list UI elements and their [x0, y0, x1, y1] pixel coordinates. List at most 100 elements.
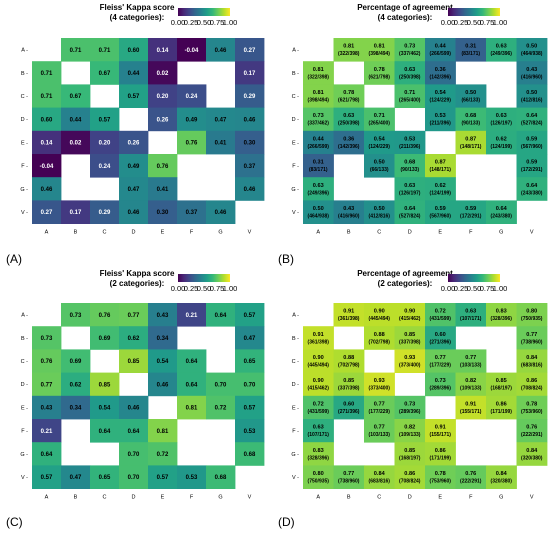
- panel-b-cell-value: 0.64: [526, 113, 538, 119]
- panel-c-cell: [177, 465, 207, 489]
- panel-b-cell-count: (621/798): [338, 98, 360, 104]
- panel-a-cell-value: 0.24: [99, 164, 111, 170]
- panel-d-cell: [486, 303, 517, 327]
- panel-d-cell-value: 0.91: [465, 401, 476, 407]
- panel-a-cell: [177, 107, 207, 132]
- panel-d-cell: [303, 326, 334, 350]
- panel-c-cell-value: 0.73: [70, 313, 82, 319]
- panel-b-cell: [303, 107, 334, 132]
- panel-b-cell: [394, 84, 426, 108]
- panel-c-cell-value: 0.57: [244, 313, 256, 319]
- panel-d-cell: [394, 303, 426, 327]
- panel-b-cell-value: 0.63: [404, 67, 415, 73]
- panel-b-cell-count: (416/960): [338, 214, 360, 220]
- panel-b-cell-count: (211/396): [399, 144, 420, 150]
- panel-a-cell: [177, 200, 207, 224]
- panel-d-cell-value: 0.85: [496, 378, 507, 384]
- panel-d-cell-value: 0.83: [313, 448, 324, 454]
- panel-a-cell-value: 0.37: [186, 210, 198, 216]
- panel-a-cell: [235, 130, 265, 155]
- panel-d-cell: [364, 303, 395, 327]
- panel-b-row-label: F -: [292, 164, 299, 170]
- panel-d-cell-count: (222/291): [521, 432, 543, 438]
- panel-d-cell: [303, 349, 334, 373]
- panel-b-title: Percentage of agreement: [357, 3, 453, 12]
- panel-a-cell: [61, 38, 91, 62]
- panel-d-colorbar-tick: 0.25: [454, 284, 469, 293]
- panel-a-row-label: A -: [21, 48, 28, 54]
- panel-c-cell-value: 0.21: [41, 429, 53, 435]
- panel-a-cell: [148, 38, 178, 62]
- panel-d-cell-value: 0.73: [404, 401, 415, 407]
- panel-d-cell-count: (337/398): [399, 339, 421, 345]
- panel-c-row-label: F -: [21, 429, 28, 435]
- panel-d-cell-count: (702/798): [369, 339, 391, 345]
- panel-c-cell-value: 0.64: [186, 382, 198, 388]
- panel-a-cell-value: 0.49: [186, 117, 198, 123]
- panel-d-cell: [516, 372, 548, 397]
- panel-d-cell-value: 0.77: [465, 355, 476, 361]
- panel-b-colorbar-tick: 1.00: [493, 18, 508, 27]
- panel-b-cell-count: (567/960): [430, 214, 452, 220]
- panel-d-cell: [486, 395, 517, 420]
- panel-d-cell-count: (750/935): [521, 316, 543, 322]
- panel-d-cell: [333, 465, 365, 489]
- panel-b-col-label: F: [469, 230, 473, 236]
- panel-c-cell: [32, 372, 62, 397]
- panel-c-cell-value: 0.34: [70, 406, 82, 412]
- panel-d-cell: [364, 395, 395, 420]
- panel-b-cell-value: 0.64: [496, 206, 508, 212]
- panel-a-cell: [90, 200, 120, 224]
- panel-d-title: Percentage of agreement: [357, 269, 453, 278]
- panel-d-cell-value: 0.80: [313, 471, 324, 477]
- panel-b-cell: [394, 130, 426, 155]
- panel-b-cell-value: 0.36: [343, 136, 354, 142]
- panel-d-cell-value: 0.77: [526, 332, 537, 338]
- panel-b-cell-count: (148/171): [460, 144, 482, 150]
- panel-b-cell-value: 0.43: [343, 206, 354, 212]
- panel-a-cell: [148, 107, 178, 132]
- panel-a-cell: [148, 61, 178, 85]
- panel-d-cell-count: (361/398): [338, 316, 360, 322]
- panel-a-cell-value: 0.14: [41, 141, 53, 147]
- panel-a-cell-value: 0.60: [128, 48, 140, 54]
- panel-c-cell-value: 0.72: [215, 406, 227, 412]
- panel-d-cell: [516, 303, 548, 327]
- panel-c-cell: [235, 372, 265, 397]
- panel-c-colorbar-tick: 0.75: [210, 284, 225, 293]
- panel-a-cell: [206, 107, 236, 132]
- panel-b-cell-value: 0.81: [313, 90, 324, 96]
- panel-b-cell-value: 0.62: [435, 183, 446, 189]
- panel-c-cell-value: 0.73: [41, 336, 53, 342]
- panel-c-col-label: E: [161, 495, 165, 501]
- panel-d-cell-value: 0.72: [435, 309, 446, 315]
- panel-c-cell: [148, 442, 178, 466]
- panel-a-col-label: G: [218, 230, 222, 236]
- panel-d-cell: [516, 419, 548, 443]
- panel-d-cell-count: (445/494): [369, 316, 391, 322]
- panel-a-cell: [32, 154, 62, 178]
- panel-d-cell: [303, 465, 334, 489]
- panel-d-cell-count: (373/400): [399, 363, 421, 369]
- panel-c-cell: [119, 303, 149, 327]
- panel-c-cell-value: 0.62: [70, 382, 82, 388]
- panel-c-cell: [148, 303, 178, 327]
- panel-b-cell: [486, 200, 517, 224]
- panel-d-cell-count: (750/935): [308, 479, 330, 485]
- panel-a-cell-value: 0.20: [99, 141, 111, 147]
- panel-b-cell: [425, 38, 456, 62]
- panel-b-cell-count: (124/199): [491, 144, 513, 150]
- panel-b-cell-count: (416/960): [521, 74, 543, 80]
- panel-c-cell-value: 0.81: [157, 429, 169, 435]
- panel-c-cell-value: 0.70: [244, 382, 256, 388]
- panel-d-cell: [333, 395, 365, 420]
- panel-a-cell: [177, 38, 207, 62]
- panel-d-cell-count: (320/380): [491, 479, 513, 485]
- panel-b-cell-count: (527/824): [399, 214, 421, 220]
- panel-d-cell: [425, 465, 456, 489]
- panel-c-colorbar: [178, 274, 230, 282]
- panel-b-cell-count: (464/938): [308, 214, 330, 220]
- panel-b-cell-count: (83/171): [461, 51, 480, 57]
- panel-d-col-label: A: [316, 495, 320, 501]
- panel-d-cell-value: 0.60: [343, 401, 354, 407]
